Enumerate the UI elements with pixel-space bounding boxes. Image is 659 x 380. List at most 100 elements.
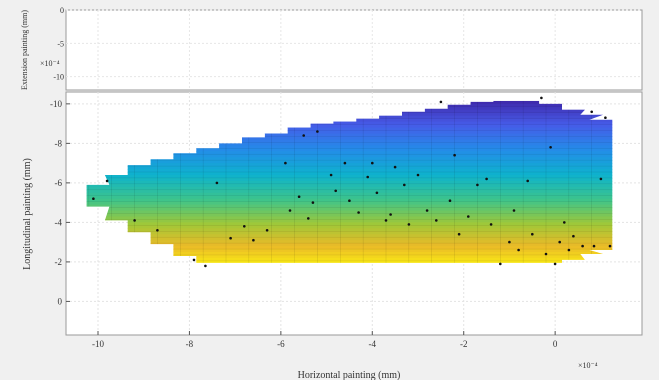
sample-point bbox=[288, 209, 292, 212]
main-axes-yticks: -10 -8 -6 -4 -2 0 bbox=[50, 99, 70, 306]
region-strip bbox=[86, 163, 613, 167]
sample-point bbox=[393, 165, 397, 169]
region-strip bbox=[86, 136, 613, 141]
sample-point bbox=[476, 183, 479, 187]
region-strip bbox=[86, 189, 613, 194]
sample-point bbox=[297, 195, 301, 198]
sample-point bbox=[549, 146, 552, 149]
sample-point bbox=[133, 219, 136, 222]
sample-point bbox=[531, 232, 534, 236]
xtick-label: -10 bbox=[92, 339, 104, 349]
top-axes-yticks: 0 -5 -10 bbox=[53, 6, 64, 82]
sample-point bbox=[366, 175, 370, 179]
xtick-label: -6 bbox=[277, 339, 285, 349]
sample-point bbox=[265, 229, 269, 232]
sample-point bbox=[407, 223, 411, 226]
region-strip bbox=[86, 124, 613, 129]
sample-point bbox=[567, 248, 571, 252]
sample-point bbox=[204, 264, 207, 268]
top-axes-grid bbox=[66, 9, 642, 90]
sample-point bbox=[192, 258, 196, 262]
region-strip bbox=[86, 254, 613, 259]
sample-point bbox=[389, 213, 392, 216]
ytick-label: -4 bbox=[55, 217, 63, 227]
sample-point bbox=[499, 262, 502, 266]
ytick-label: -2 bbox=[55, 257, 63, 267]
top-axes-ylabel: Extension painting (mm) bbox=[20, 10, 29, 90]
region-strip bbox=[86, 201, 613, 206]
sample-point bbox=[375, 191, 379, 195]
sample-point bbox=[92, 197, 95, 200]
sample-point bbox=[403, 183, 406, 187]
sample-point bbox=[448, 199, 452, 202]
sample-point bbox=[311, 201, 315, 204]
region-strip bbox=[86, 186, 613, 191]
sample-point bbox=[599, 177, 603, 181]
region-strip bbox=[86, 234, 613, 238]
region-strip bbox=[86, 207, 613, 212]
sample-point bbox=[215, 181, 219, 185]
sample-point bbox=[544, 252, 548, 256]
region-strip bbox=[86, 127, 613, 132]
region-strip bbox=[86, 154, 613, 158]
region-strip bbox=[86, 174, 613, 179]
region-strip bbox=[86, 228, 613, 232]
region-strip bbox=[86, 237, 613, 241]
sample-point bbox=[592, 244, 596, 248]
ytick-label: -6 bbox=[55, 178, 63, 188]
sample-point bbox=[316, 130, 319, 133]
y-axis-label: Longitudinal painting (mm) bbox=[22, 158, 33, 270]
ytick-label: -8 bbox=[55, 138, 63, 148]
main-axes-xticks: -10 -8 -6 -4 -2 0 bbox=[92, 331, 558, 349]
region-strip bbox=[86, 219, 613, 223]
region-strip bbox=[86, 246, 613, 250]
region-strip bbox=[86, 151, 613, 155]
sample-point bbox=[348, 199, 351, 202]
sample-point bbox=[439, 100, 443, 104]
region-strip bbox=[86, 177, 613, 182]
sample-point bbox=[558, 240, 561, 244]
sample-point bbox=[357, 211, 360, 214]
sample-point bbox=[343, 161, 347, 165]
xtick-label: -2 bbox=[460, 339, 468, 349]
top-ytick-label: -10 bbox=[53, 73, 64, 82]
sample-point bbox=[581, 244, 584, 248]
region-strip bbox=[86, 222, 613, 226]
sample-point bbox=[307, 217, 310, 220]
sample-point bbox=[425, 209, 429, 212]
sample-point bbox=[540, 96, 543, 100]
sample-point bbox=[457, 232, 461, 236]
region-strip bbox=[86, 157, 613, 161]
sample-point bbox=[435, 219, 438, 222]
sample-point bbox=[489, 223, 493, 226]
region-strip bbox=[86, 183, 613, 188]
sample-point bbox=[416, 173, 420, 177]
sample-point bbox=[485, 177, 488, 181]
xtick-label: -8 bbox=[186, 339, 194, 349]
region-strip bbox=[86, 160, 613, 164]
sample-point bbox=[467, 215, 470, 218]
xtick-label: 0 bbox=[553, 339, 558, 349]
sample-point bbox=[384, 219, 388, 222]
ytick-label: -10 bbox=[50, 99, 62, 109]
sample-point bbox=[334, 189, 338, 193]
region-strip bbox=[86, 257, 613, 262]
region-strip bbox=[86, 142, 613, 146]
region-strip bbox=[86, 204, 613, 209]
sample-point bbox=[512, 209, 516, 212]
sample-point bbox=[105, 179, 109, 183]
region-strip bbox=[86, 225, 613, 229]
sample-point bbox=[563, 221, 566, 224]
region-strip bbox=[86, 243, 613, 247]
top-axes-exponent: ×10⁻⁴ bbox=[40, 59, 60, 68]
top-ytick-label: 0 bbox=[60, 6, 64, 15]
sample-point bbox=[229, 236, 232, 240]
region-strip bbox=[86, 139, 613, 143]
x-axis-label: Horizontal painting (mm) bbox=[298, 370, 401, 380]
sample-points bbox=[92, 96, 612, 268]
sample-point bbox=[243, 225, 246, 228]
region-strip bbox=[86, 148, 613, 152]
region-strip bbox=[86, 145, 613, 149]
region-strip bbox=[86, 213, 613, 218]
